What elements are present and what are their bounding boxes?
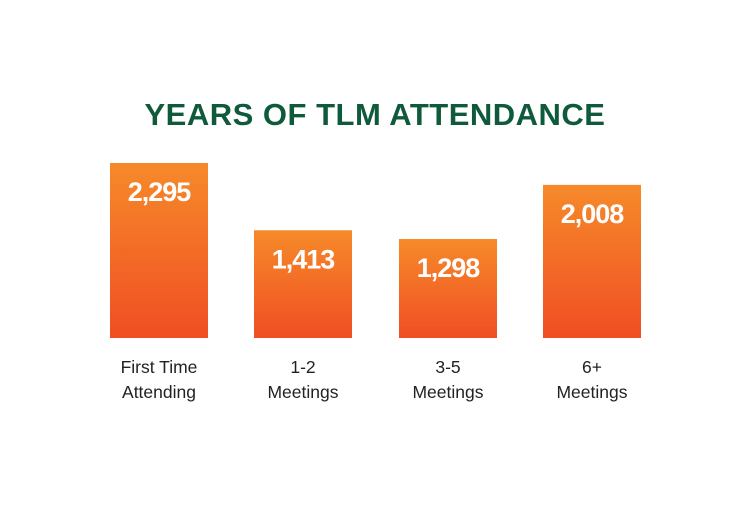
category-label: Attending <box>122 382 196 402</box>
bar-value-label: 1,298 <box>417 253 481 283</box>
bar-value-label: 2,295 <box>128 177 192 207</box>
category-label: Meetings <box>267 382 338 402</box>
category-label: First Time <box>121 357 198 377</box>
chart-title: YEARS OF TLM ATTENDANCE <box>144 97 606 132</box>
category-label: Meetings <box>556 382 627 402</box>
bar <box>254 230 352 338</box>
bar <box>543 184 641 338</box>
category-label: 1-2 <box>290 357 315 377</box>
category-label: Meetings <box>412 382 483 402</box>
category-label: 6+ <box>582 357 602 377</box>
bar-value-label: 2,008 <box>561 199 625 229</box>
bar <box>399 239 497 338</box>
category-label: 3-5 <box>435 357 460 377</box>
bar <box>110 163 208 338</box>
bar-value-label: 1,413 <box>272 244 336 274</box>
